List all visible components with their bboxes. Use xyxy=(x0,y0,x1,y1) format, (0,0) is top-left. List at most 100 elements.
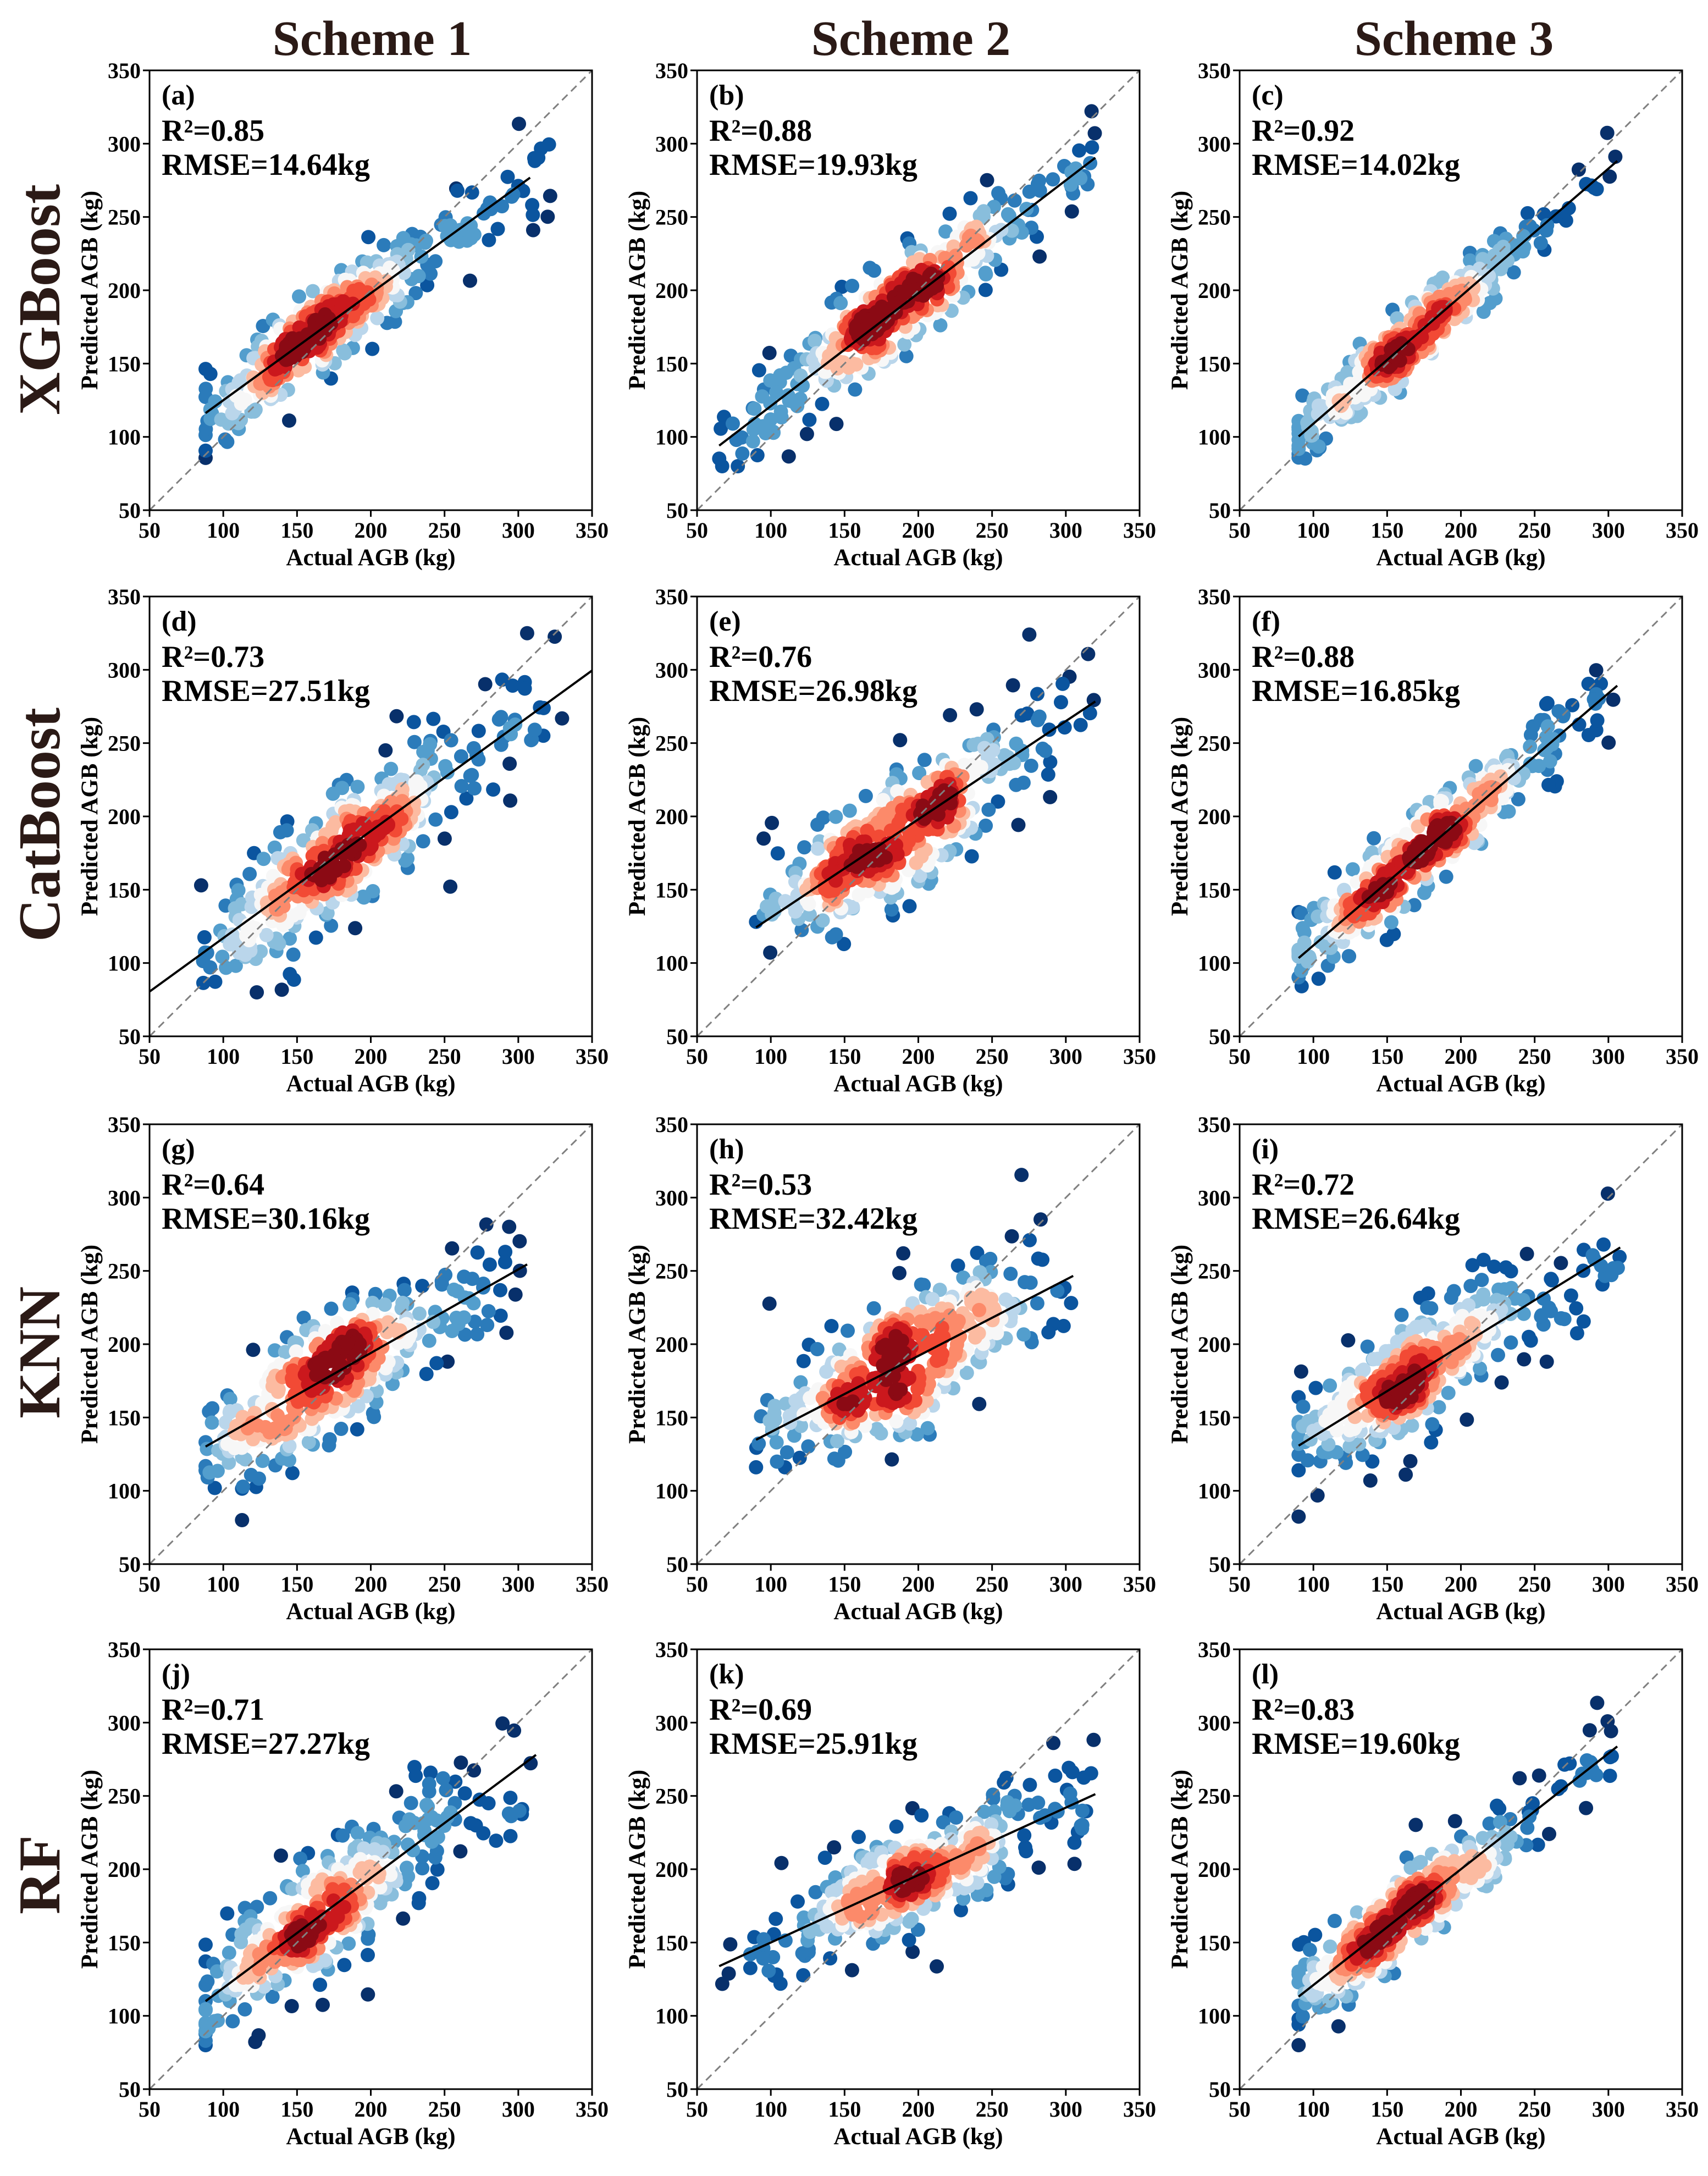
y-tick-label: 250 xyxy=(655,1784,688,1809)
data-point xyxy=(1072,143,1087,158)
data-point xyxy=(403,1796,418,1810)
y-axis-label: Predicted AGB (kg) xyxy=(77,1770,103,1969)
data-point xyxy=(1465,1258,1480,1273)
y-tick-label: 200 xyxy=(108,1857,141,1882)
panel-d: 50 100 150 200 250 300 35050100150200250300350… xyxy=(77,584,609,1097)
data-point xyxy=(1014,1168,1029,1183)
data-point xyxy=(1589,663,1604,678)
data-point xyxy=(734,430,749,445)
data-point xyxy=(356,890,371,904)
data-point xyxy=(274,982,289,997)
data-point xyxy=(747,401,762,416)
scatter-points xyxy=(1291,1695,1619,2052)
rmse-label: RMSE=30.16kg xyxy=(162,1202,370,1236)
data-point xyxy=(412,1306,427,1321)
y-tick-label: 300 xyxy=(1198,131,1231,156)
data-point xyxy=(495,199,510,214)
data-point xyxy=(366,1406,380,1421)
x-tick-label: 200 xyxy=(355,518,388,543)
data-point xyxy=(1073,717,1088,732)
panel-e: 50 100 150 200 250 300 35050100150200250300350… xyxy=(624,584,1156,1097)
data-point xyxy=(767,1412,782,1427)
data-point xyxy=(436,1771,450,1786)
data-point xyxy=(1602,1769,1617,1783)
data-point xyxy=(1601,735,1616,750)
panel-label: (k) xyxy=(709,1659,744,1690)
data-point xyxy=(838,1444,853,1459)
x-tick-label: 200 xyxy=(1445,1044,1478,1069)
data-point xyxy=(242,866,257,881)
data-point xyxy=(986,1791,1001,1806)
regression-line xyxy=(718,157,1096,447)
x-axis-label: Actual AGB (kg) xyxy=(286,545,455,571)
x-tick-label: 150 xyxy=(280,2097,313,2122)
data-point xyxy=(1539,697,1554,711)
x-tick-label: 250 xyxy=(1518,1044,1551,1069)
data-point xyxy=(751,1436,766,1451)
data-point xyxy=(1295,2009,1310,2024)
data-point xyxy=(1492,1801,1507,1816)
data-point xyxy=(422,1784,436,1799)
data-point xyxy=(548,629,562,644)
data-point xyxy=(422,1333,436,1348)
data-point xyxy=(972,1396,987,1411)
data-point xyxy=(197,930,212,945)
y-tick-label: 50 xyxy=(666,1552,688,1577)
one-to-one-line xyxy=(1240,1124,1682,1564)
panel-label: (h) xyxy=(709,1134,744,1165)
data-point xyxy=(749,1460,764,1474)
data-point xyxy=(366,1307,380,1322)
data-point xyxy=(198,1937,213,1952)
data-point xyxy=(844,1963,859,1978)
data-point xyxy=(467,781,482,796)
one-to-one-line xyxy=(150,1649,592,2089)
y-tick-label: 200 xyxy=(655,278,688,303)
data-point xyxy=(1590,1695,1605,1710)
data-point xyxy=(1020,706,1035,721)
data-point xyxy=(301,1435,316,1450)
data-point xyxy=(964,849,979,864)
y-axis-label: Predicted AGB (kg) xyxy=(77,717,103,916)
data-point xyxy=(896,1246,911,1261)
data-point xyxy=(479,1217,494,1232)
data-point xyxy=(361,1927,376,1942)
data-point xyxy=(1030,713,1045,727)
data-point xyxy=(1046,172,1060,187)
data-point xyxy=(1511,792,1525,807)
x-tick-label: 50 xyxy=(686,1044,708,1069)
x-axis-label: Actual AGB (kg) xyxy=(833,545,1003,571)
data-point xyxy=(817,1851,832,1865)
data-point xyxy=(1291,2038,1306,2052)
data-point xyxy=(1041,767,1055,782)
x-tick-label: 100 xyxy=(754,518,787,543)
data-point xyxy=(324,1301,339,1316)
data-point xyxy=(808,1885,823,1899)
data-point xyxy=(1022,627,1037,642)
data-point xyxy=(756,1951,771,1966)
data-point xyxy=(1035,741,1050,756)
data-point xyxy=(1444,1290,1458,1305)
data-point xyxy=(208,974,223,989)
y-tick-label: 50 xyxy=(119,2077,141,2102)
data-point xyxy=(491,712,506,727)
data-point xyxy=(1584,178,1599,193)
data-point xyxy=(1030,1296,1044,1311)
data-point xyxy=(956,1891,971,1906)
one-to-one-line xyxy=(1240,70,1682,510)
data-point xyxy=(223,1391,237,1406)
data-point xyxy=(978,283,993,297)
data-point xyxy=(1391,1385,1406,1400)
data-point xyxy=(246,1343,261,1357)
data-point xyxy=(1341,949,1356,964)
data-point xyxy=(761,1963,776,1978)
data-point xyxy=(949,1810,964,1825)
x-tick-label: 300 xyxy=(502,518,535,543)
column-title-scheme-2: Scheme 2 xyxy=(811,12,1010,66)
data-point xyxy=(859,321,874,336)
data-point xyxy=(1367,831,1381,846)
x-tick-label: 100 xyxy=(754,1044,787,1069)
data-point xyxy=(412,1891,427,1906)
data-point xyxy=(507,1723,522,1738)
data-point xyxy=(426,1315,441,1329)
data-point xyxy=(1512,1771,1527,1786)
